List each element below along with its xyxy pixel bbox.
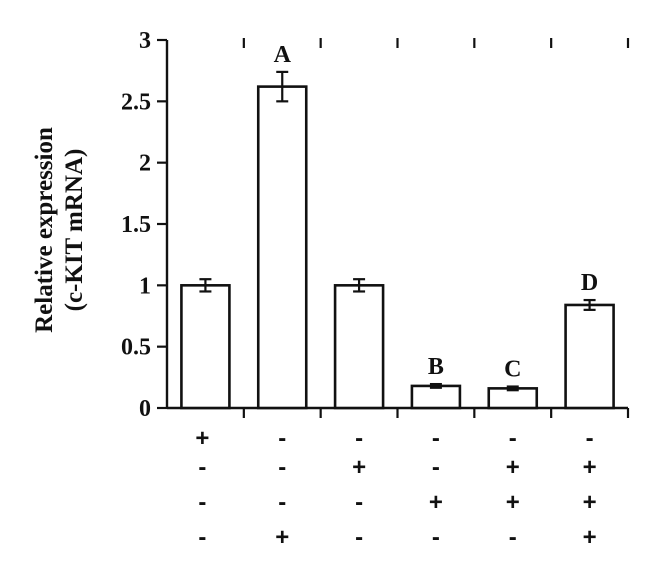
condition-mark: - (278, 454, 286, 481)
condition-mark: + (583, 489, 597, 516)
condition-mark: - (432, 425, 440, 452)
condition-mark: - (432, 524, 440, 551)
y-tick-label: 2 (139, 151, 151, 177)
condition-mark: - (355, 524, 363, 551)
condition-mark: + (583, 524, 597, 551)
y-tick-label: 3 (139, 28, 151, 54)
bar (180, 284, 231, 410)
condition-mark: + (429, 489, 443, 516)
condition-mark: - (278, 425, 286, 452)
bar (333, 284, 385, 410)
condition-mark: - (509, 524, 517, 551)
condition-mark: + (275, 524, 289, 551)
condition-mark: - (198, 454, 206, 481)
condition-mark: - (586, 425, 594, 452)
y-axis-title-line1: Relative expression (31, 127, 58, 333)
significance-label: B (428, 354, 444, 380)
condition-mark: + (352, 454, 366, 481)
bar (564, 303, 615, 410)
y-tick-label: 0 (139, 396, 151, 422)
condition-mark: - (509, 425, 517, 452)
condition-mark: - (432, 454, 440, 481)
y-tick-label: 0.5 (121, 335, 151, 361)
y-axis-title: Relative expression (c-KIT mRNA) (31, 127, 88, 333)
condition-mark: - (198, 489, 206, 516)
significance-label: C (504, 357, 521, 383)
bar (410, 384, 462, 410)
condition-mark: - (198, 524, 206, 551)
condition-mark: - (355, 425, 363, 452)
significance-label: A (274, 42, 292, 68)
condition-mark: + (195, 425, 209, 452)
bar (256, 85, 308, 410)
y-tick-label: 1.5 (121, 212, 151, 238)
condition-mark: + (506, 454, 520, 481)
bar (487, 387, 539, 410)
condition-mark: + (583, 454, 597, 481)
significance-label: D (581, 270, 598, 296)
condition-mark: - (278, 489, 286, 516)
y-tick-label: 2.5 (121, 89, 151, 115)
condition-mark: + (506, 489, 520, 516)
y-axis-title-line2: (c-KIT mRNA) (61, 149, 88, 312)
condition-mark: - (355, 489, 363, 516)
y-tick-label: 1 (139, 273, 151, 299)
